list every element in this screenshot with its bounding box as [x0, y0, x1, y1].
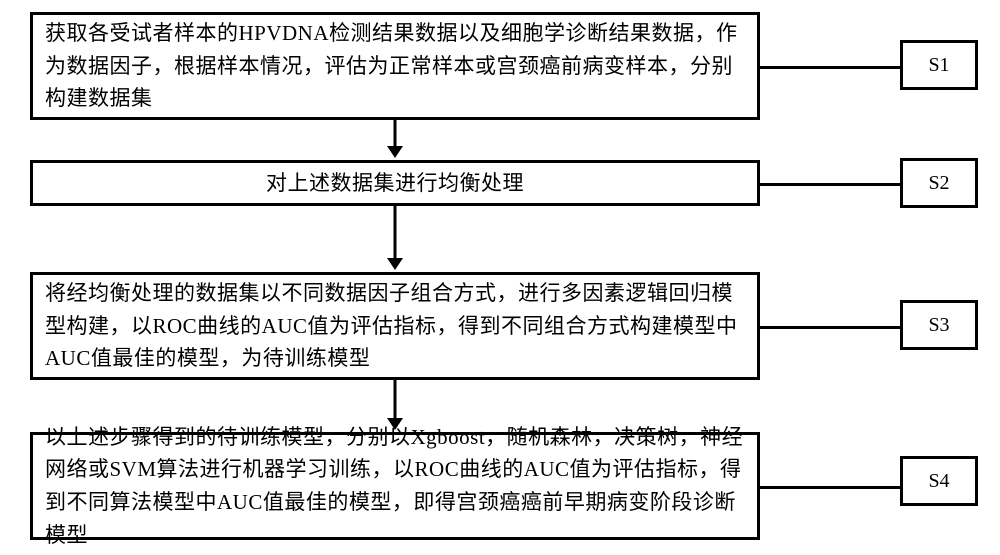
- step-text-3: 将经均衡处理的数据集以不同数据因子组合方式，进行多因素逻辑回归模型构建，以ROC…: [45, 277, 745, 375]
- connector-2: [760, 183, 900, 186]
- step-box-2: 对上述数据集进行均衡处理: [30, 160, 760, 206]
- step-box-1: 获取各受试者样本的HPVDNA检测结果数据以及细胞学诊断结果数据，作为数据因子，…: [30, 12, 760, 120]
- step-label-3: S3: [928, 314, 949, 337]
- step-box-3: 将经均衡处理的数据集以不同数据因子组合方式，进行多因素逻辑回归模型构建，以ROC…: [30, 272, 760, 380]
- step-text-2: 对上述数据集进行均衡处理: [266, 167, 524, 200]
- step-label-4: S4: [928, 470, 949, 493]
- step-label-box-4: S4: [900, 456, 978, 506]
- step-box-4: 以上述步骤得到的待训练模型，分别以Xgboost，随机森林，决策树，神经网络或S…: [30, 432, 760, 540]
- connector-3: [760, 326, 900, 329]
- connector-1: [760, 66, 900, 69]
- step-label-box-3: S3: [900, 300, 978, 350]
- step-label-box-1: S1: [900, 40, 978, 90]
- step-text-4: 以上述步骤得到的待训练模型，分别以Xgboost，随机森林，决策树，神经网络或S…: [45, 421, 745, 551]
- step-label-box-2: S2: [900, 158, 978, 208]
- step-text-1: 获取各受试者样本的HPVDNA检测结果数据以及细胞学诊断结果数据，作为数据因子，…: [45, 17, 745, 115]
- connector-4: [760, 486, 900, 489]
- step-label-2: S2: [928, 172, 949, 195]
- step-label-1: S1: [928, 54, 949, 77]
